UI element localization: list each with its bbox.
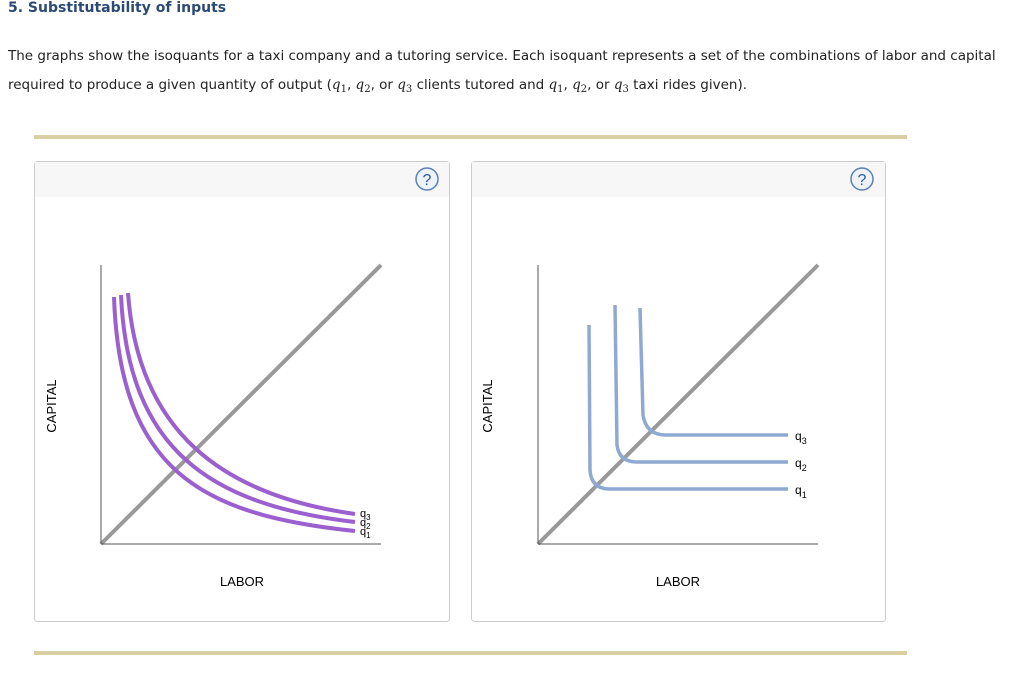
text: q xyxy=(548,77,558,93)
isoquant xyxy=(587,324,788,491)
text: The graphs show the isoquants for a taxi… xyxy=(8,48,996,93)
text: , or xyxy=(370,77,398,93)
x-axis-label: LABOR xyxy=(656,574,700,589)
text: 2 xyxy=(580,84,588,95)
text: taxi rides given). xyxy=(628,77,748,93)
diagonal xyxy=(99,263,383,546)
help-button[interactable]: ? xyxy=(850,167,874,191)
panel-header xyxy=(472,162,885,197)
panel: ? q3 q2 q1 CAPITAL LABOR xyxy=(471,161,886,622)
text: , xyxy=(563,77,573,93)
x-axis-label: LABOR xyxy=(220,574,264,589)
text: q xyxy=(331,77,341,93)
help-icon[interactable] xyxy=(415,167,439,191)
help-text[interactable]: ? xyxy=(858,172,867,189)
curve-label: q1 xyxy=(795,483,807,500)
description: The graphs show the isoquants for a taxi… xyxy=(8,42,1008,104)
y-axis-label: CAPITAL xyxy=(44,379,59,432)
isoquant xyxy=(126,292,356,516)
divider xyxy=(34,135,907,139)
y-axis-label: CAPITAL xyxy=(480,379,495,432)
text: , or xyxy=(587,77,614,93)
panel-frame xyxy=(471,161,886,622)
curve-label: q3 xyxy=(795,429,807,446)
text: , xyxy=(346,77,356,93)
panel-frame xyxy=(34,161,450,622)
diagonal xyxy=(536,263,820,546)
help-icon[interactable] xyxy=(850,167,874,191)
help-text[interactable]: ? xyxy=(423,172,432,189)
text: 1 xyxy=(557,84,564,95)
text: 2 xyxy=(364,84,371,95)
text: 3 xyxy=(405,84,413,95)
panel: ? q3 q2 q1 CAPITAL LABOR xyxy=(34,161,450,622)
text: q xyxy=(355,77,365,93)
text: q xyxy=(613,77,623,93)
curve-label: q3 xyxy=(360,508,371,522)
panel-header xyxy=(35,162,449,197)
heading: 5. Substitutability of inputs xyxy=(8,0,227,16)
curve-label: q2 xyxy=(360,517,371,531)
isoquant xyxy=(613,304,788,464)
isoquant xyxy=(638,307,788,437)
curve-label: q1 xyxy=(360,526,371,540)
text: 3 xyxy=(622,84,629,95)
isoquant xyxy=(112,296,356,533)
text: 1 xyxy=(340,84,347,95)
text: q xyxy=(397,77,406,93)
curve-label: q2 xyxy=(795,456,807,473)
text: q xyxy=(572,77,581,93)
help-button[interactable]: ? xyxy=(415,167,439,191)
isoquant xyxy=(119,294,356,524)
divider xyxy=(34,651,907,655)
text: clients tutored and xyxy=(412,77,549,93)
